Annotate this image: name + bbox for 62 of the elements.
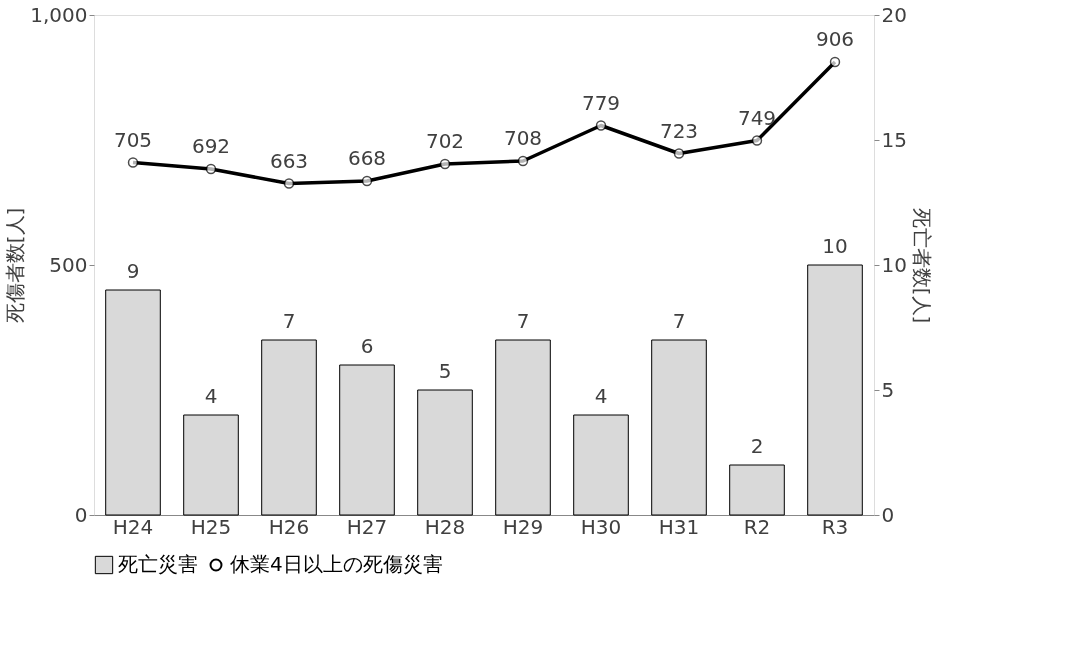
x-tick-label: H27 bbox=[346, 514, 388, 539]
data-label: 692 bbox=[191, 134, 231, 158]
data-label: 723 bbox=[659, 118, 699, 143]
data-label: 749 bbox=[737, 105, 777, 130]
data-label: 702 bbox=[425, 129, 465, 153]
bar bbox=[495, 339, 551, 516]
x-tick-label: H31 bbox=[658, 514, 700, 539]
y-tick-label: 500 bbox=[49, 252, 88, 277]
x-tick-label: H30 bbox=[580, 514, 622, 539]
data-label: 668 bbox=[347, 146, 387, 170]
point bbox=[829, 56, 841, 68]
x-tick-label: H26 bbox=[268, 514, 310, 539]
bar bbox=[261, 339, 317, 516]
point bbox=[205, 163, 217, 175]
point bbox=[283, 178, 295, 189]
x-tick-label: R2 bbox=[743, 514, 771, 539]
x-tick-label: H25 bbox=[190, 514, 232, 539]
data-label: 906 bbox=[815, 27, 855, 51]
point bbox=[673, 148, 685, 159]
bar bbox=[573, 414, 629, 516]
bar bbox=[807, 264, 863, 516]
data-label: 2 bbox=[750, 434, 764, 458]
legend-label: 死亡災害 bbox=[118, 552, 198, 576]
data-label: 663 bbox=[269, 148, 309, 173]
data-label: 9 bbox=[126, 259, 140, 283]
point bbox=[439, 158, 451, 170]
data-label: 7 bbox=[672, 309, 686, 333]
data-label: 779 bbox=[581, 90, 621, 115]
point bbox=[751, 135, 763, 146]
legend-label: 休業4日以上の死傷災害 bbox=[230, 552, 443, 576]
x-tick-label: H29 bbox=[502, 514, 544, 539]
data-label: 10 bbox=[822, 234, 848, 258]
y-axis-title: 死傷者数[人] bbox=[3, 207, 28, 324]
point bbox=[361, 175, 373, 187]
y2-tick-label: 5 bbox=[881, 377, 895, 402]
data-label: 5 bbox=[438, 359, 452, 383]
y-tick-label: 1,000 bbox=[30, 2, 88, 27]
bar bbox=[183, 414, 239, 516]
y2-axis-title: 死亡者数[人] bbox=[909, 207, 934, 324]
data-label: 6 bbox=[360, 334, 374, 358]
data-label: 7 bbox=[282, 309, 296, 333]
y2-tick-label: 10 bbox=[881, 252, 907, 277]
x-tick-label: H28 bbox=[424, 514, 466, 539]
bar bbox=[651, 339, 707, 516]
point bbox=[595, 120, 607, 131]
x-tick-label: R3 bbox=[821, 514, 849, 539]
y2-tick-label: 0 bbox=[881, 502, 895, 527]
y2-tick-label: 20 bbox=[881, 2, 907, 27]
data-label: 7 bbox=[516, 309, 530, 333]
point bbox=[517, 155, 529, 167]
bar bbox=[417, 389, 473, 516]
point bbox=[127, 157, 139, 168]
data-label: 708 bbox=[503, 126, 543, 150]
y-tick-label: 0 bbox=[74, 502, 88, 527]
data-label: 4 bbox=[204, 384, 218, 408]
data-label: 705 bbox=[113, 127, 153, 152]
bar bbox=[729, 464, 785, 516]
y2-tick-label: 15 bbox=[881, 127, 907, 152]
bar bbox=[339, 364, 395, 516]
x-tick-label: H24 bbox=[112, 514, 154, 539]
bar bbox=[105, 289, 161, 516]
data-label: 4 bbox=[594, 384, 608, 408]
